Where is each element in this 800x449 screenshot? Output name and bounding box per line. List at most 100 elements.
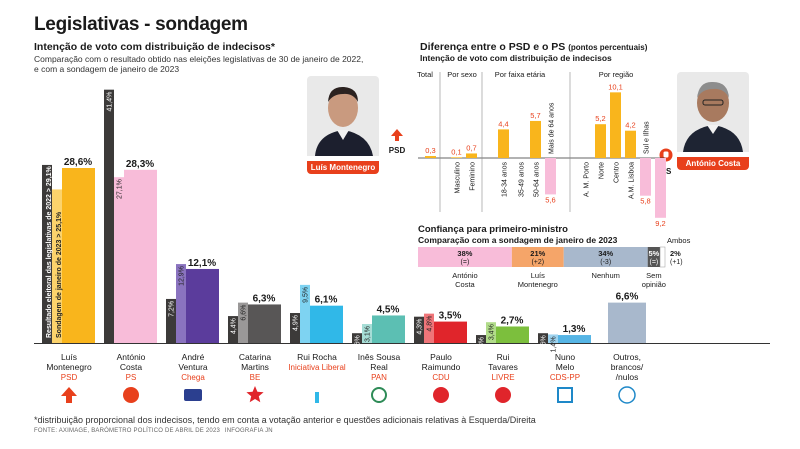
cat-9-name2: brancos/ — [611, 362, 644, 372]
cat-6-party: CDU — [432, 373, 450, 382]
diff-value-1: 0,1 — [451, 147, 461, 156]
cat-9-bar-current — [608, 302, 646, 343]
cat-1-bar-jan — [114, 177, 124, 343]
cat-6-name2: Raimundo — [422, 362, 461, 372]
cat-6-name1: Paulo — [430, 352, 452, 362]
diff-bar-12 — [655, 158, 666, 218]
diff-bar-8 — [595, 124, 606, 158]
cds-logo-icon — [557, 387, 573, 403]
costa-portrait-icon — [677, 72, 749, 152]
cat-9-label-current: 6,6% — [616, 292, 639, 303]
credit-text: INFOGRAFIA JN — [224, 428, 273, 434]
be-star-icon — [246, 386, 264, 403]
cat-1-party: PS — [126, 373, 137, 382]
cat-8-bar-current — [558, 335, 591, 343]
cat-8-label-2022: 1,6% — [541, 335, 548, 351]
diff-bar-label-1: Masculino — [455, 162, 462, 194]
cat-5-bar-2022 — [352, 333, 362, 343]
cat-4-label-current: 6,1% — [315, 295, 338, 306]
cat-0-bar-2022 — [42, 164, 52, 343]
trust-label1-0: António — [452, 271, 477, 280]
diff-bar-label-8: Norte — [599, 162, 606, 179]
trust-seg-0 — [418, 247, 512, 267]
cat-5-name2: Real — [370, 362, 388, 372]
cat-2-name1: André — [182, 352, 205, 362]
legend-2022-label: Resultado eleitoral das legislativas de … — [46, 165, 53, 338]
cdu-logo-icon — [433, 387, 449, 403]
trust-label1-1: Luís — [531, 271, 545, 280]
trust-seg-4 — [659, 246, 666, 268]
diff-bar-label-10: A.M. Lisboa — [629, 162, 636, 199]
cat-1-bar-current — [124, 169, 157, 343]
cat-7-bar-2022 — [476, 335, 486, 343]
cat-6-bar-jan — [424, 313, 434, 343]
psd-arrow-icon — [61, 387, 77, 403]
diff-chart-title-text: Diferença entre o PSD e o PS — [420, 41, 566, 53]
diff-chart-unit: (pontos percentuais) — [568, 43, 648, 52]
cat-0-bar-current — [62, 167, 95, 343]
diff-value-2: 0,7 — [466, 143, 476, 152]
diff-bar-label-9: Centro — [614, 162, 621, 183]
cat-2-bar-jan — [176, 264, 186, 343]
cat-2-label-jan: 12,9% — [179, 266, 186, 286]
source-text: FONTE: AXIMAGE, BARÓMETRO POLÍTICO DE AB… — [34, 428, 221, 434]
chega-logo-icon — [184, 389, 202, 401]
cat-7-name1: Rui — [497, 352, 510, 362]
cat-2-party: Chega — [181, 373, 205, 382]
cat-7-bar-current — [496, 326, 529, 343]
trust-label1-2: Nenhum — [592, 271, 620, 280]
psd-arrow-icon — [391, 129, 403, 141]
trust-seg-3 — [647, 247, 661, 267]
photo-right-name: António Costa — [677, 157, 749, 170]
cat-3-label-jan: 6,6% — [241, 305, 248, 321]
cat-8-party: CDS-PP — [550, 373, 580, 382]
source-line: FONTE: AXIMAGE, BARÓMETRO POLÍTICO DE AB… — [34, 428, 273, 434]
others-circle-icon — [618, 386, 636, 404]
cat-8-label-current: 1,3% — [563, 324, 586, 335]
diff-bar-label-7: A. M. Porto — [584, 162, 591, 197]
cat-5-bar-jan — [362, 324, 372, 343]
cat-7-label-2022: 1,3% — [479, 337, 486, 353]
cat-1-label-2022: 41,4% — [107, 92, 114, 112]
cat-2-label-2022: 7,2% — [169, 301, 176, 317]
cat-3-bar-current — [248, 304, 281, 343]
cat-4-bar-current — [310, 305, 343, 343]
trust-value-2: 34% — [598, 249, 613, 258]
il-logo-icon — [315, 392, 319, 403]
cat-7-party: LIVRE — [491, 373, 514, 382]
trust-label2-1: Montenegro — [518, 280, 558, 289]
cat-2-name2: Ventura — [178, 362, 208, 372]
trust-change-1: (+2) — [531, 259, 544, 266]
cat-1-label-current: 28,3% — [126, 159, 154, 170]
photo-left-name: Luís Montenegro — [307, 161, 379, 174]
diff-value-11: 5,8 — [640, 197, 650, 206]
cat-1-label-jan: 27,1% — [117, 179, 124, 199]
cat-1-bar-2022 — [104, 89, 114, 344]
diff-group-2: Por faixa etária — [495, 70, 546, 79]
cat-5-label-jan: 3,1% — [365, 326, 372, 342]
cat-4-name1: Rui Rocha — [297, 352, 337, 362]
cat-3-label-2022: 4,4% — [231, 318, 238, 334]
cat-1-name1: António — [117, 352, 146, 362]
diff-bar-label-6: Mais de 64 anos — [549, 102, 556, 154]
trust-label1-4: Ambos — [667, 236, 691, 245]
livre-poppy-icon — [495, 387, 511, 403]
trust-label2-3: opinião — [642, 280, 666, 289]
diff-bar-2 — [466, 153, 477, 158]
cat-6-label-current: 3,5% — [439, 311, 462, 322]
trust-chart-title: Confiança para primeiro-ministro — [418, 224, 568, 235]
trust-change-4: (+1) — [670, 259, 683, 266]
diff-value-3: 4,4 — [498, 119, 508, 128]
trust-change-3: (=) — [650, 259, 659, 266]
photo-luis-montenegro: Luís Montenegro — [307, 76, 379, 174]
trust-value-4: 2% — [670, 249, 681, 258]
diff-chart-subtitle: Intenção de voto com distribuição de ind… — [420, 53, 612, 63]
cat-8-name2: Melo — [556, 362, 575, 372]
cat-3-party: BE — [250, 373, 261, 382]
diff-value-6: 5,6 — [545, 195, 555, 204]
cat-7-bar-jan — [486, 322, 496, 343]
cat-4-bar-jan — [300, 284, 310, 343]
cat-5-party: PAN — [371, 373, 387, 382]
trust-change-2: (-3) — [600, 259, 611, 266]
